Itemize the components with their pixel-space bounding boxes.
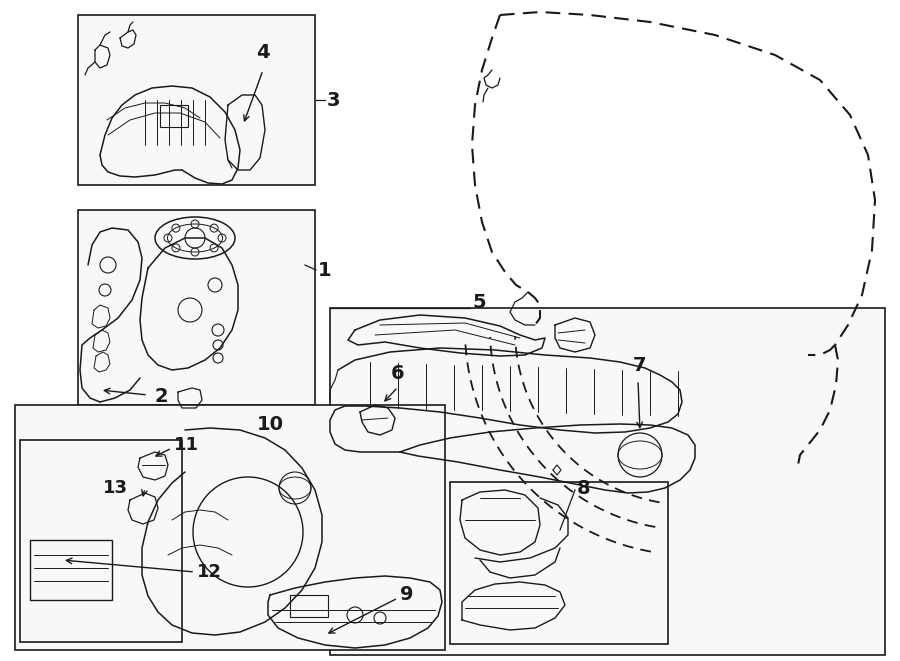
Text: 9: 9 [400, 586, 413, 605]
Bar [78, 210, 315, 405]
Text: 7: 7 [634, 356, 647, 375]
Text: 2: 2 [155, 387, 168, 405]
Bar [290, 595, 328, 617]
Text: 12: 12 [197, 563, 222, 581]
Bar [30, 540, 112, 600]
Bar [330, 308, 885, 655]
Text: 3: 3 [327, 91, 340, 110]
Bar [20, 440, 182, 642]
Text: 11: 11 [174, 436, 199, 454]
Text: 6: 6 [392, 364, 405, 383]
Text: 4: 4 [256, 43, 270, 62]
Bar [15, 405, 445, 650]
Bar [450, 482, 668, 644]
Text: 8: 8 [577, 479, 590, 498]
Text: 13: 13 [103, 479, 128, 497]
Text: 10: 10 [256, 415, 284, 434]
Bar [78, 15, 315, 185]
Text: 5: 5 [472, 293, 486, 311]
Bar [160, 105, 188, 127]
Text: 1: 1 [318, 260, 331, 280]
